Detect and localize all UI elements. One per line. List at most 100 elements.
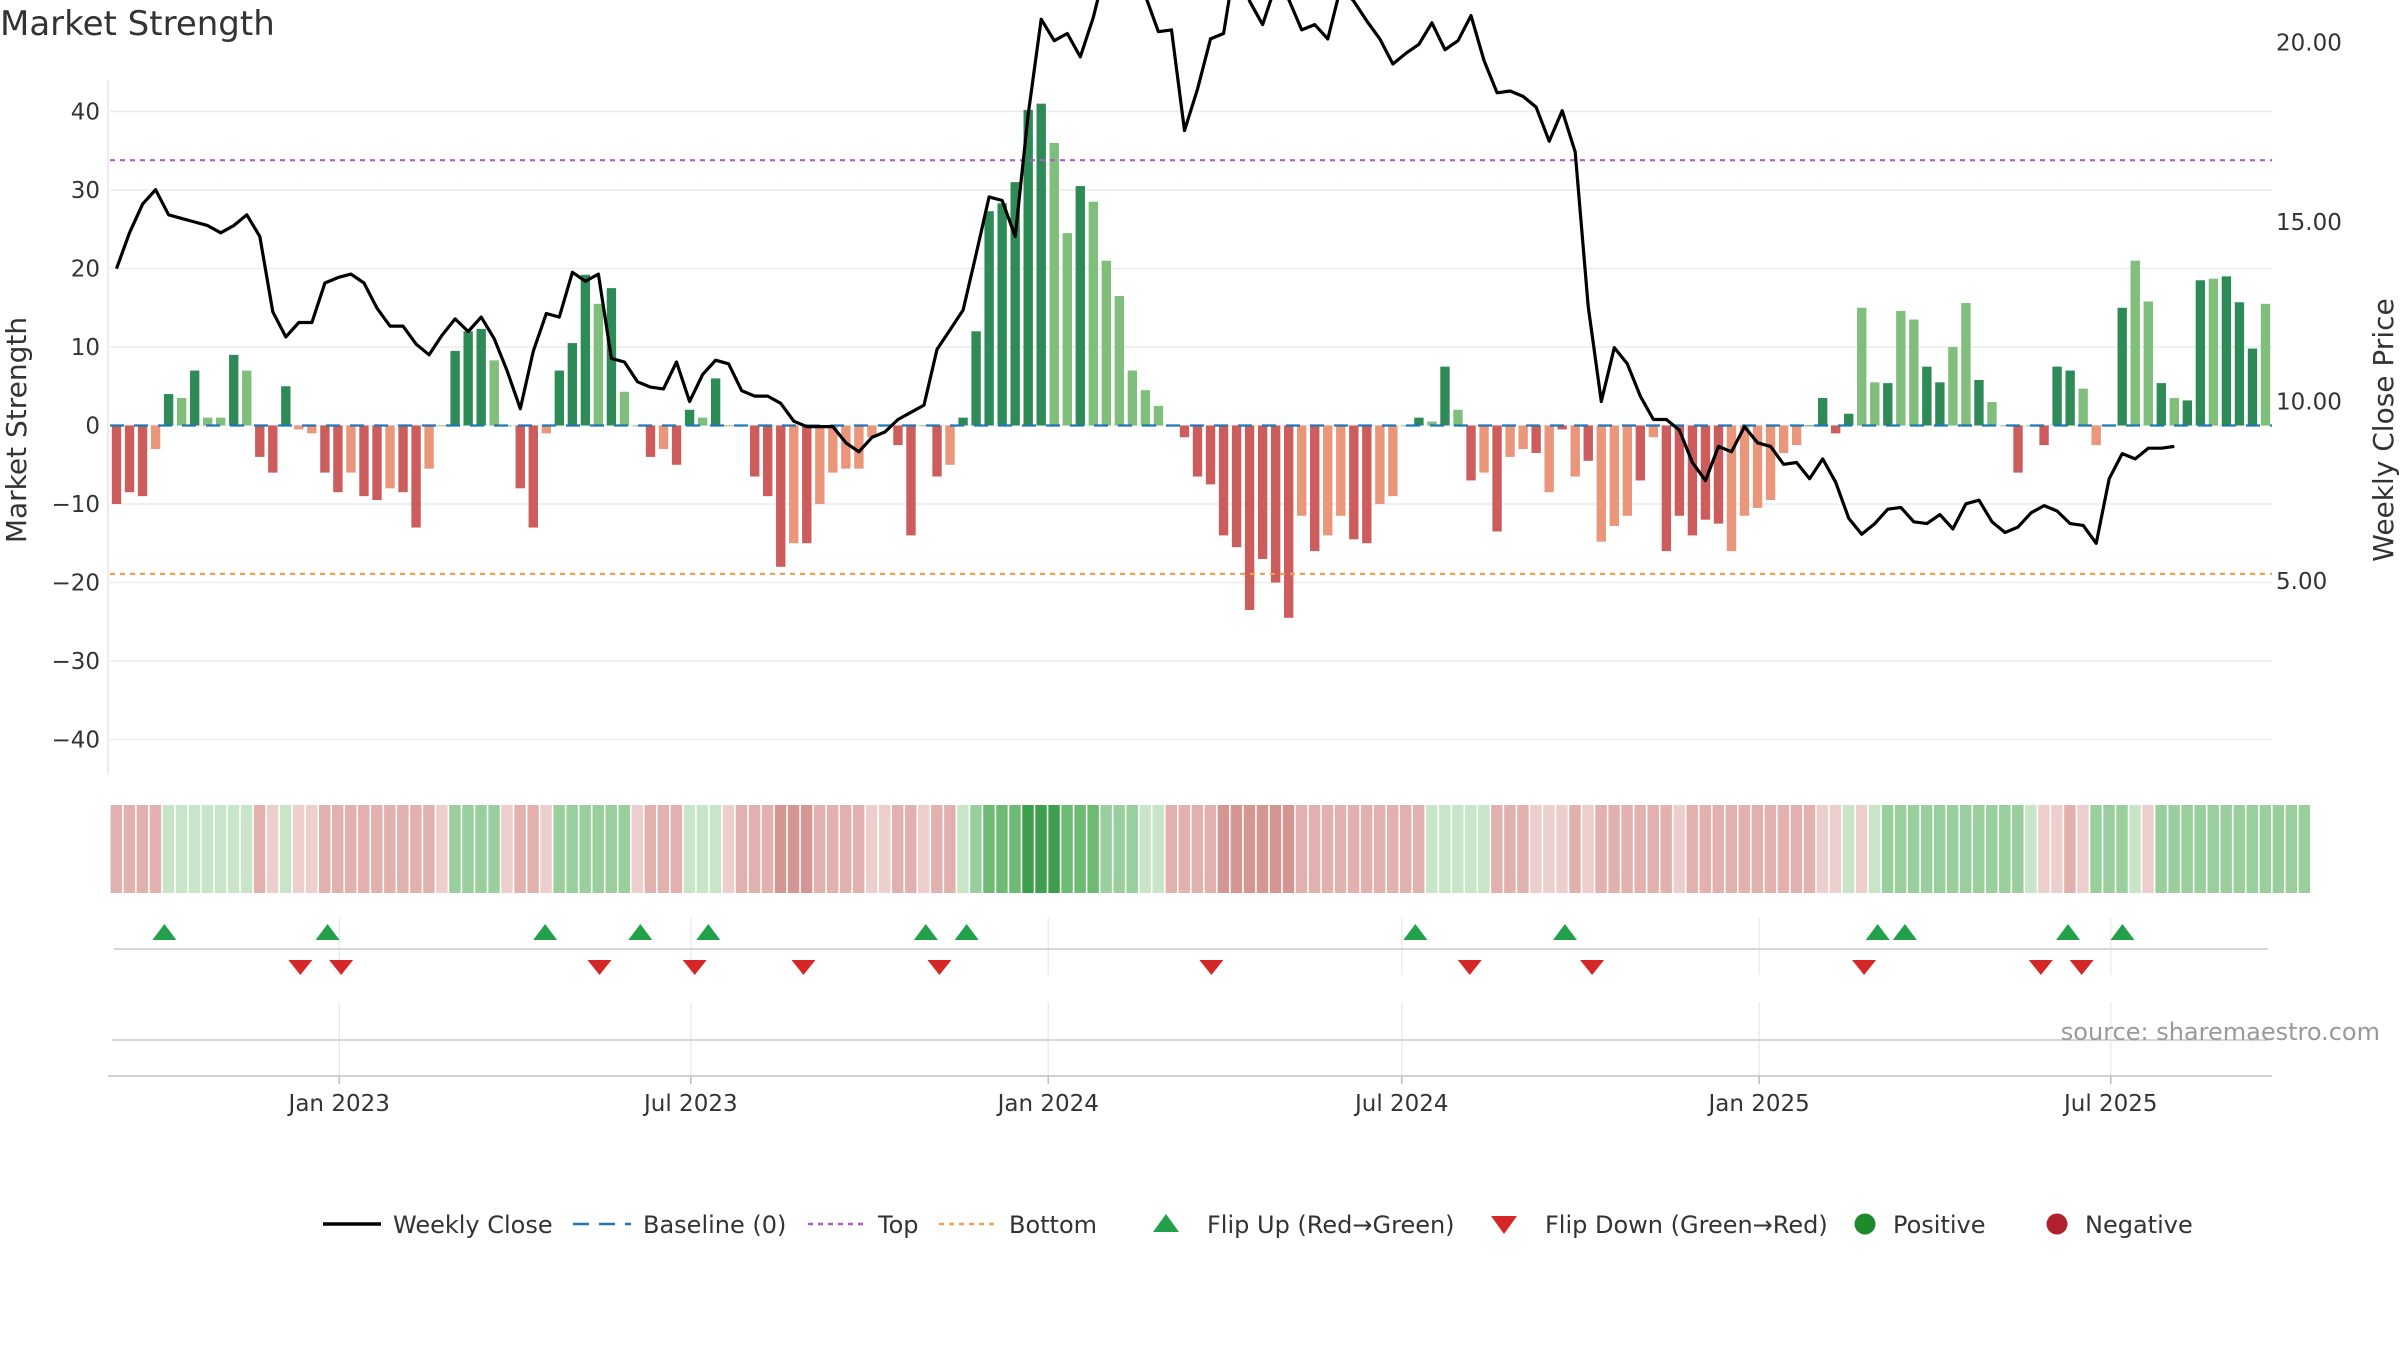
heat-cell: [657, 805, 670, 893]
heat-cell: [423, 805, 435, 893]
heat-cell: [449, 805, 461, 893]
heat-cell: [2103, 805, 2115, 893]
y-tick-label: −30: [51, 649, 100, 675]
flip-up-marker: [696, 924, 721, 940]
strength-bar: [1752, 425, 1763, 508]
heat-cell: [1100, 805, 1112, 893]
x-tick-label: Jan 2024: [996, 1091, 1099, 1117]
heat-cell: [1986, 805, 1998, 893]
heat-cell: [1686, 805, 1698, 893]
heat-cell: [1465, 805, 1477, 893]
source-credit: source: sharemaestro.com: [2061, 1018, 2380, 1046]
heat-cell: [1113, 805, 1125, 893]
strength-bar: [294, 425, 304, 430]
strength-bar: [1479, 425, 1489, 473]
heat-cell: [475, 805, 487, 893]
strength-bar: [906, 425, 916, 536]
heat-cell: [2207, 805, 2219, 893]
heat-cell: [1399, 805, 1412, 893]
heat-cell: [852, 805, 865, 893]
strength-bar: [1153, 405, 1164, 426]
strength-bar: [1791, 425, 1802, 446]
heat-cell: [1178, 805, 1190, 893]
strength-bar: [1883, 383, 1893, 426]
strength-bar: [1323, 425, 1333, 536]
heat-cell: [175, 805, 188, 893]
strength-bar: [984, 211, 994, 426]
heat-cell: [253, 805, 266, 893]
heat-cell: [1842, 805, 1855, 893]
heat-cell: [709, 805, 722, 893]
flip-down-marker: [682, 960, 707, 975]
flip-down-marker: [329, 960, 354, 975]
strength-bar: [372, 425, 382, 501]
y-tick-label: −20: [51, 571, 100, 597]
strength-bar: [671, 425, 682, 465]
strength-bar: [1440, 366, 1450, 426]
strength-bar: [411, 425, 421, 528]
strength-bar: [398, 425, 408, 493]
heat-cell: [2012, 805, 2024, 893]
heat-cell: [1920, 805, 1933, 893]
strength-bar: [1231, 425, 1242, 548]
heat-cell: [1126, 805, 1138, 893]
flip-up-marker: [315, 924, 340, 940]
heat-cell: [1413, 805, 1425, 893]
strength-bar: [1114, 295, 1125, 426]
flip-up-marker: [1403, 924, 1428, 940]
heat-cell: [1009, 805, 1021, 893]
heat-cell: [1087, 805, 1099, 893]
legend-item: Weekly Close: [323, 1211, 553, 1239]
strength-bar: [489, 360, 499, 426]
strength-bar: [150, 425, 161, 450]
strength-bar: [307, 425, 317, 434]
heat-cell: [1907, 805, 1920, 893]
heat-cell: [1347, 805, 1360, 893]
legend-label: Bottom: [1009, 1211, 1097, 1239]
strength-bar: [1088, 201, 1099, 426]
strength-bar: [919, 425, 929, 427]
heat-cell: [358, 805, 370, 893]
strength-bar: [2208, 278, 2219, 426]
right-axis-ticks: 20.00 15.00 10.00 5.00: [2276, 31, 2342, 596]
strength-bar: [541, 425, 551, 434]
strength-bar: [1036, 103, 1046, 426]
flip-up-marker: [1892, 924, 1917, 940]
heat-cell: [110, 805, 123, 893]
strength-bar: [1075, 186, 1085, 426]
heat-cell: [397, 805, 409, 893]
strength-bar: [997, 203, 1007, 426]
heat-cell: [1191, 805, 1204, 893]
strength-bar: [1622, 425, 1632, 516]
strength-bar: [1466, 425, 1476, 481]
strength-bar: [2234, 302, 2245, 426]
strength-bar: [424, 425, 434, 469]
flip-down-marker: [1580, 960, 1605, 975]
strength-bar: [1961, 303, 1971, 426]
flip-down-marker: [1199, 960, 1224, 975]
heat-cell: [1868, 805, 1881, 893]
strength-bar: [2247, 348, 2258, 426]
strength-bar: [789, 425, 799, 544]
heat-cell: [410, 805, 422, 893]
strength-bar: [229, 354, 239, 426]
strength-bar: [658, 425, 669, 450]
strength-bar: [163, 394, 174, 426]
y-tick-label: −40: [51, 728, 100, 754]
legend-label: Weekly Close: [393, 1211, 553, 1239]
strength-bar: [137, 425, 148, 497]
strength-bar: [1570, 425, 1580, 477]
y2-tick-label: 20.00: [2276, 31, 2342, 57]
heat-cell: [2038, 805, 2050, 893]
strength-bar: [593, 303, 604, 426]
strength-bar: [841, 425, 851, 469]
heat-cell: [1699, 805, 1711, 893]
strength-bar: [255, 425, 265, 457]
heat-cell: [2181, 805, 2193, 893]
heat-cell: [227, 805, 240, 893]
heat-cell: [1543, 805, 1555, 893]
y-tick-label: 30: [71, 178, 100, 204]
strength-bar: [2000, 425, 2010, 427]
heat-cell: [1504, 805, 1516, 893]
strength-bar: [1831, 425, 1841, 434]
